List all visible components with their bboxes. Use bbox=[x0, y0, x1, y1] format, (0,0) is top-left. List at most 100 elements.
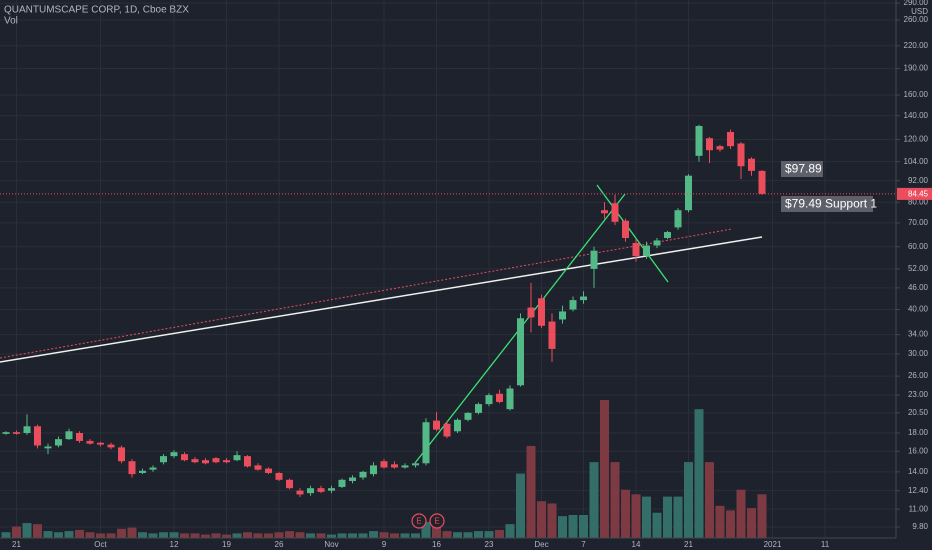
candle-body bbox=[758, 170, 766, 194]
volume-bar bbox=[663, 496, 672, 538]
x-tick-label: 9 bbox=[382, 540, 387, 549]
volume-bar bbox=[358, 533, 368, 538]
candle-body bbox=[202, 460, 209, 464]
volume-bar bbox=[348, 533, 357, 538]
volume-bar bbox=[694, 409, 704, 538]
candle-body bbox=[307, 488, 314, 494]
y-tick-label: 104.00 bbox=[904, 157, 929, 166]
volume-bar bbox=[642, 496, 651, 538]
earnings-label[interactable]: E bbox=[434, 517, 439, 526]
candle-body bbox=[13, 432, 20, 434]
candle-body bbox=[527, 307, 535, 318]
candle-body bbox=[107, 444, 115, 448]
volume-bar bbox=[652, 512, 662, 538]
last-price-tag bbox=[897, 187, 932, 200]
candle-body bbox=[664, 232, 671, 238]
candle-body bbox=[128, 461, 136, 475]
volume-bar bbox=[96, 533, 105, 538]
candle-body bbox=[601, 210, 608, 214]
volume-bar bbox=[85, 532, 95, 538]
volume-bar bbox=[505, 524, 515, 538]
volume-bar bbox=[264, 533, 273, 538]
annotation: $79.49 Support 1 bbox=[785, 197, 877, 211]
annotation-box bbox=[781, 196, 873, 212]
y-tick-label: 26.00 bbox=[908, 371, 929, 380]
volume-bar bbox=[43, 531, 53, 538]
y-tick-label: 11.00 bbox=[909, 504, 929, 513]
x-tick-label: 2021 bbox=[764, 540, 782, 549]
volume-bar bbox=[526, 446, 536, 538]
candle-body bbox=[65, 431, 73, 440]
candle-body bbox=[433, 420, 440, 430]
volume-bar bbox=[369, 531, 378, 538]
volume-bar bbox=[306, 533, 315, 538]
volume-bar bbox=[243, 532, 252, 538]
volume-bar bbox=[54, 532, 63, 538]
x-tick-label: 21 bbox=[684, 540, 693, 549]
volume-bar bbox=[127, 527, 137, 538]
earnings-marker[interactable] bbox=[411, 513, 427, 529]
volume-bar bbox=[684, 462, 693, 538]
y-tick-label: 70.00 bbox=[908, 218, 929, 227]
volume-bar bbox=[22, 523, 32, 538]
earnings-marker[interactable] bbox=[429, 513, 445, 529]
volume-bar bbox=[600, 400, 609, 538]
volume-bar bbox=[726, 510, 735, 538]
candle-body bbox=[380, 461, 388, 468]
candle-layer bbox=[2, 124, 766, 498]
candle-body bbox=[475, 404, 482, 413]
y-tick-label: 20.50 bbox=[908, 408, 929, 417]
x-tick-label: 7 bbox=[581, 540, 586, 549]
candle-body bbox=[275, 472, 283, 480]
candle-body bbox=[716, 146, 724, 150]
volume-bar bbox=[390, 533, 399, 538]
volume-bar bbox=[537, 501, 546, 538]
candle-body bbox=[391, 464, 398, 468]
candle-body bbox=[737, 143, 745, 167]
candle-body bbox=[569, 300, 577, 310]
volume-bar bbox=[421, 521, 431, 538]
candle-body bbox=[149, 467, 157, 470]
y-tick-label: 30.00 bbox=[908, 349, 929, 358]
y-tick-label: 52.00 bbox=[908, 264, 929, 273]
candle-body bbox=[34, 426, 41, 446]
volume-layer bbox=[1, 400, 767, 538]
x-tick-label: 26 bbox=[275, 540, 284, 549]
y-tick-label: 34.00 bbox=[908, 330, 929, 339]
y-tick-label: 14.00 bbox=[908, 467, 929, 476]
volume-bar bbox=[484, 531, 494, 538]
candle-body bbox=[139, 470, 146, 473]
x-tick-label: Oct bbox=[94, 540, 107, 549]
y-tick-label: 92.00 bbox=[908, 176, 929, 185]
volume-bar bbox=[316, 533, 326, 538]
candle-body bbox=[580, 296, 587, 301]
y-tick-label: 80.00 bbox=[908, 197, 929, 206]
candle-body bbox=[422, 422, 430, 464]
candle-body bbox=[496, 393, 503, 402]
x-tick-label: 12 bbox=[170, 540, 179, 549]
volume-bar bbox=[232, 533, 242, 538]
volume-bar bbox=[631, 494, 641, 538]
volume-bar bbox=[453, 532, 462, 538]
volume-bar bbox=[106, 533, 116, 538]
x-tick-label: 19 bbox=[222, 540, 231, 549]
candle-body bbox=[412, 463, 419, 466]
volume-bar bbox=[253, 533, 263, 538]
volume-bar bbox=[747, 508, 756, 538]
candle-body bbox=[559, 311, 566, 320]
volume-bar bbox=[159, 532, 168, 538]
y-tick-label: 140.00 bbox=[904, 111, 929, 120]
candle-body bbox=[359, 471, 367, 478]
candle-body bbox=[695, 125, 703, 156]
volume-bar bbox=[274, 532, 284, 538]
candle-body bbox=[674, 210, 682, 228]
y-tick-label: 12.40 bbox=[908, 486, 929, 495]
candle-body bbox=[181, 454, 188, 461]
earnings-label[interactable]: E bbox=[416, 517, 421, 526]
candle-body bbox=[233, 455, 241, 461]
candle-body bbox=[632, 242, 640, 257]
volume-bar bbox=[117, 528, 126, 538]
volume-bar bbox=[547, 503, 557, 538]
candle-body bbox=[76, 433, 83, 441]
